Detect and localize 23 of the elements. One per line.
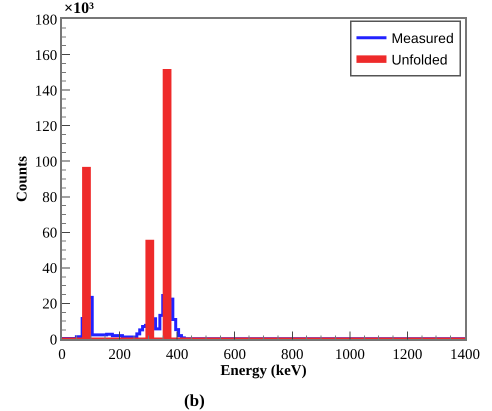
y-tick-label: 120: [34, 118, 58, 135]
x-tick-label: 800: [281, 346, 304, 363]
y-tick-label: 80: [42, 190, 58, 206]
legend-label: Measured: [391, 30, 454, 46]
y-tick-label: 140: [34, 83, 58, 100]
y-tick-label: 0: [50, 332, 58, 348]
x-tick-label: 1000: [334, 346, 365, 363]
x-tick-label: 1400: [450, 346, 480, 363]
x-tick-label: 400: [166, 346, 188, 363]
y-tick-label: 180: [34, 12, 58, 28]
text: (b): [184, 391, 205, 410]
x-tick-label: 600: [223, 346, 246, 363]
y-axis-title: Counts: [14, 156, 30, 202]
x-tick-label: 200: [108, 346, 131, 363]
y-tick-label: 60: [42, 226, 58, 242]
text: ×10³: [64, 0, 94, 17]
legend-label: Unfolded: [391, 51, 448, 68]
y-tick-label: 20: [42, 296, 58, 313]
y-tick-label: 160: [34, 48, 58, 64]
x-tick-label: 1200: [392, 346, 422, 363]
y-tick-label: 40: [42, 261, 58, 278]
x-axis-title: Energy (keV): [220, 362, 307, 379]
y-tick-label: 100: [34, 154, 58, 170]
